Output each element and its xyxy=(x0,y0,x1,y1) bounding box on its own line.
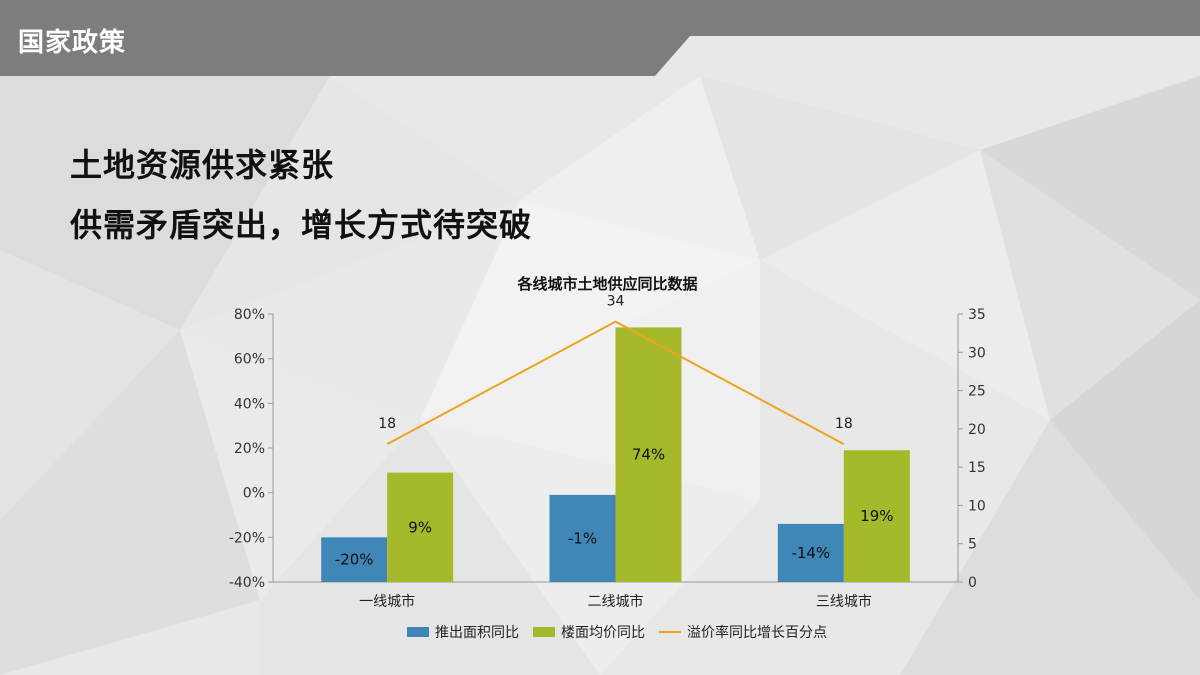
line-data-label: 34 xyxy=(607,294,625,310)
bar-楼面均价同比 xyxy=(387,472,454,582)
y-left-tick-label: 40% xyxy=(234,396,265,412)
bar-data-label: -20% xyxy=(335,551,374,569)
chart-title: 各线城市土地供应同比数据 xyxy=(516,275,697,293)
y-left-tick-label: -20% xyxy=(229,530,265,546)
y-right-tick-label: 35 xyxy=(968,307,986,323)
bar-data-label: 19% xyxy=(860,507,893,525)
y-right-tick-label: 25 xyxy=(968,384,986,400)
legend-label: 溢价率同比增长百分点 xyxy=(687,624,827,641)
legend-swatch xyxy=(407,627,429,637)
y-left-tick-label: -40% xyxy=(229,575,265,591)
x-category-label: 二线城市 xyxy=(588,593,644,610)
bar-data-label: 9% xyxy=(408,518,432,536)
bar-推出面积同比 xyxy=(321,537,388,582)
line-data-label: 18 xyxy=(378,416,396,432)
bar-楼面均价同比 xyxy=(843,450,910,582)
y-right-tick-label: 5 xyxy=(968,537,977,553)
y-right-tick-label: 0 xyxy=(968,575,977,591)
legend-swatch xyxy=(533,627,555,637)
legend-label: 楼面均价同比 xyxy=(561,625,645,641)
bar-推出面积同比 xyxy=(549,494,616,582)
y-right-tick-label: 15 xyxy=(968,460,986,476)
line-溢价率同比增长百分点 xyxy=(386,320,845,446)
y-right-tick-label: 30 xyxy=(968,345,986,361)
x-category-label: 三线城市 xyxy=(816,593,872,610)
y-right-tick-label: 20 xyxy=(968,422,986,438)
y-right-tick-label: 10 xyxy=(968,498,986,514)
bar-data-label: -1% xyxy=(568,529,597,547)
headline-secondary: 供需矛盾突出，增长方式待突破 xyxy=(70,206,533,244)
y-left-tick-label: 80% xyxy=(234,307,265,323)
headline-primary: 土地资源供求紧张 xyxy=(70,146,335,184)
bar-data-label: -14% xyxy=(791,544,830,562)
y-left-tick-label: 0% xyxy=(243,486,265,502)
y-left-tick-label: 20% xyxy=(234,441,265,457)
line-data-label: 18 xyxy=(835,416,853,432)
header-bar xyxy=(0,0,1200,76)
bar-data-label: 74% xyxy=(632,446,665,464)
x-category-label: 一线城市 xyxy=(359,593,415,610)
y-left-tick-label: 60% xyxy=(234,352,265,368)
legend-label: 推出面积同比 xyxy=(435,625,519,641)
page-title: 国家政策 xyxy=(18,28,127,58)
bar-推出面积同比 xyxy=(777,523,844,582)
bar-楼面均价同比 xyxy=(615,327,682,582)
